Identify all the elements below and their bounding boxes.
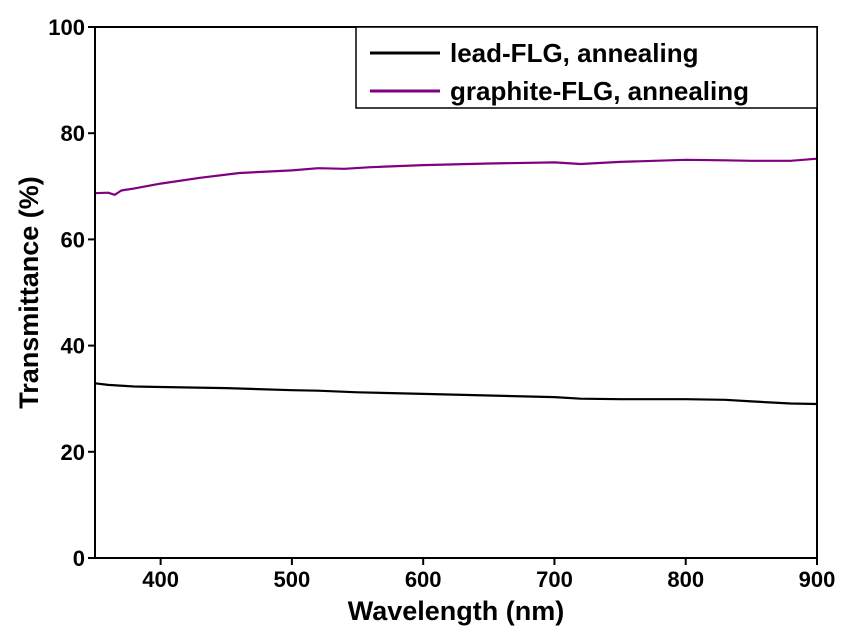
y-tick-label: 0 (73, 546, 85, 571)
x-tick-label: 800 (667, 567, 704, 592)
x-tick-label: 600 (405, 567, 442, 592)
legend: lead-FLG, annealing graphite-FLG, anneali… (355, 26, 818, 109)
y-tick-label: 100 (48, 15, 85, 40)
y-tick-label: 40 (61, 334, 85, 359)
x-tick-label: 900 (799, 567, 836, 592)
series-line-1 (94, 382, 818, 406)
ticks-layer: 400 500 600 700 800 900 0 20 40 60 80 100 (48, 15, 835, 592)
x-tick-label: 400 (142, 567, 179, 592)
x-tick-label: 500 (274, 567, 311, 592)
legend-label-2: graphite-FLG, annealing (450, 76, 749, 106)
y-tick-label: 60 (61, 227, 85, 252)
legend-box (355, 26, 818, 109)
series-line-2 (94, 157, 818, 196)
y-axis-title: Transmittance (%) (14, 176, 44, 409)
y-tick-label: 20 (61, 440, 85, 465)
x-axis-title: Wavelength (nm) (348, 596, 565, 626)
x-tick-label: 700 (536, 567, 573, 592)
series-layer (94, 157, 818, 406)
legend-label-1: lead-FLG, annealing (450, 38, 698, 68)
y-tick-label: 80 (61, 121, 85, 146)
